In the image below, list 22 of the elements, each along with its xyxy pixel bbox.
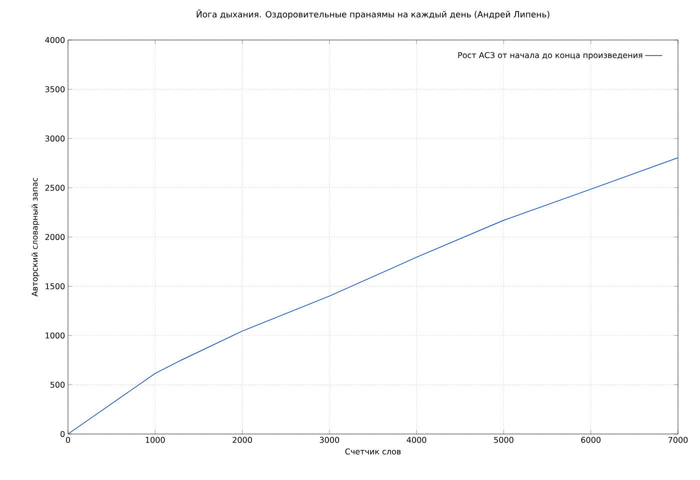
- y-tick-label: 2500: [45, 184, 65, 191]
- x-tick-label: 1000: [146, 436, 165, 443]
- x-tick-label: 7000: [668, 436, 688, 443]
- x-axis-title: Счетчик слов: [345, 448, 401, 454]
- x-tick-label: 3000: [320, 436, 340, 443]
- y-tick-label: 3500: [45, 86, 65, 92]
- y-tick-label: 3000: [45, 135, 65, 142]
- y-axis-title: Авторский словарный запас: [32, 178, 40, 296]
- chart-title: Йога дыхания. Оздоровительные пранаямы на каждый день (Андрей Липень): [196, 9, 550, 20]
- x-tick-label: 0: [66, 436, 70, 443]
- y-tick-label: 500: [50, 382, 65, 388]
- y-tick-label: 4000: [45, 36, 65, 44]
- y-tick-label: 1500: [46, 283, 65, 290]
- legend-label: Рост АСЗ от начала до конца произведения: [458, 52, 642, 60]
- x-tick-label: 6000: [581, 436, 601, 443]
- x-tick-label: 5000: [494, 436, 514, 443]
- y-tick-label: 0: [60, 430, 65, 438]
- line-series: [68, 157, 678, 434]
- y-tick-label: 2000: [45, 234, 65, 240]
- x-tick-label: 2000: [232, 436, 252, 443]
- y-tick-label: 1000: [46, 332, 65, 339]
- x-tick-label: 4000: [406, 436, 426, 443]
